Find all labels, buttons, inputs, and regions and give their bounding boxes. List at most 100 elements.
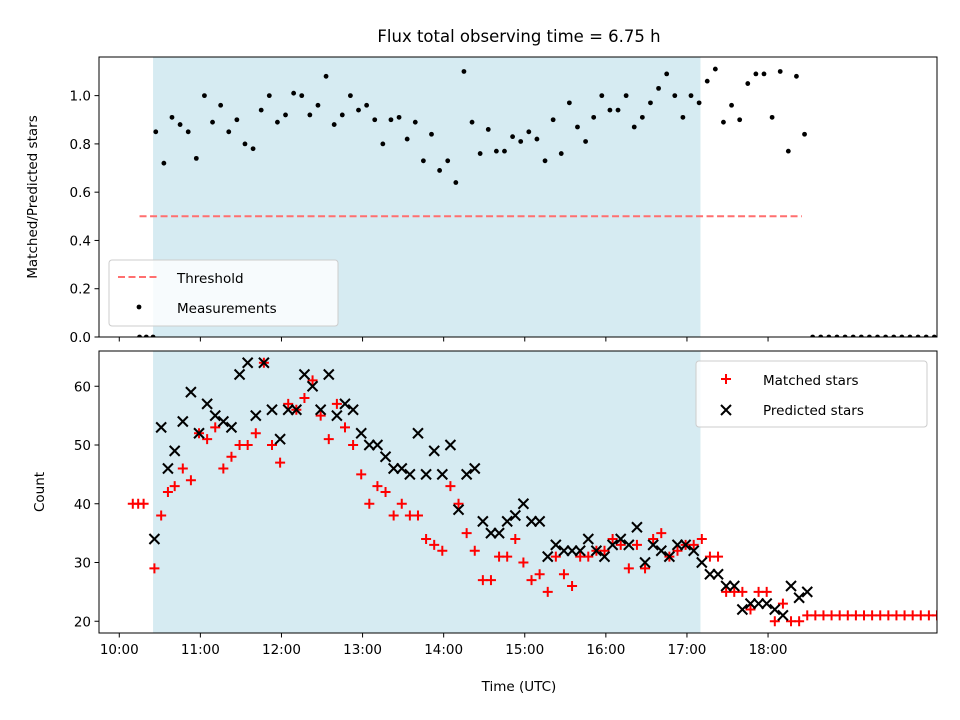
legend-threshold-label: Threshold (176, 271, 244, 287)
point-predicted-stars-22 (323, 368, 335, 381)
bottom-panel: Count Time (UTC) 20 30 40 50 60 10:00 11:00 12:… (32, 350, 938, 695)
point-matched-stars-41 (453, 498, 464, 509)
point-predicted-stars-4 (177, 415, 189, 428)
point-predicted-stars-25 (347, 404, 359, 416)
point-measurements-41 (461, 69, 467, 74)
point-matched-stars-54 (558, 569, 569, 580)
point-predicted-stars-65 (671, 539, 684, 551)
point-predicted-stars-72 (728, 580, 740, 592)
point-matched-stars-47 (502, 551, 513, 562)
point-predicted-stars-9 (217, 415, 230, 428)
point-predicted-stars-76 (760, 597, 773, 610)
top-y-axis-label: Matched/Predicted stars (25, 115, 41, 278)
point-predicted-stars-32 (404, 468, 416, 481)
point-matched-stars-26 (331, 398, 342, 409)
point-matched-stars-25 (323, 434, 334, 445)
point-measurements-52 (550, 117, 556, 123)
x-tick-label: 17:00 (667, 642, 706, 658)
point-measurements-57 (591, 114, 597, 120)
point-matched-stars-33 (388, 510, 399, 521)
panel-frame (98, 56, 938, 338)
point-predicted-stars-42 (485, 527, 497, 539)
point-matched-stars-29 (356, 469, 367, 480)
point-measurements-93 (883, 334, 889, 337)
point-measurements-37 (429, 131, 434, 137)
point-predicted-stars-10 (225, 421, 238, 434)
point-measurements-87 (834, 334, 840, 337)
point-predicted-stars-62 (647, 539, 659, 551)
point-predicted-stars-46 (517, 498, 530, 510)
y-tick-label: 30 (74, 556, 91, 572)
point-matched-stars-8 (185, 475, 196, 486)
point-predicted-stars-45 (509, 509, 522, 522)
x-tick-label: 18:00 (749, 642, 788, 658)
point-matched-stars-37 (421, 534, 432, 544)
point-matched-stars-3 (149, 563, 160, 574)
point-matched-stars-11 (210, 422, 221, 433)
point-matched-stars-40 (445, 481, 456, 492)
point-predicted-stars-59 (623, 539, 635, 551)
point-predicted-stars-34 (420, 468, 432, 481)
legend-predicted-label: Predicted stars (763, 403, 864, 419)
point-predicted-stars-60 (631, 521, 643, 533)
y-tick-label: 50 (74, 438, 91, 454)
point-measurements-28 (356, 107, 361, 113)
data-layer (127, 357, 937, 627)
point-measurements-55 (575, 124, 580, 130)
point-measurements-30 (372, 117, 378, 123)
point-matched-stars-45 (485, 575, 496, 586)
point-matched-stars-4 (156, 510, 167, 521)
point-predicted-stars-81 (801, 586, 813, 598)
point-predicted-stars-38 (452, 503, 465, 516)
point-predicted-stars-54 (582, 533, 594, 545)
point-measurements-8 (193, 155, 199, 161)
point-predicted-stars-77 (769, 603, 781, 616)
point-predicted-stars-15 (266, 404, 278, 416)
legend-measurements-label: Measurements (177, 301, 277, 317)
top-panel: Matched/Predicted stars 0.0 0.2 0.4 0.6 0.8 1… (25, 56, 938, 346)
point-measurements-22 (307, 112, 313, 118)
point-measurements-56 (583, 139, 588, 144)
point-measurements-95 (899, 334, 905, 337)
point-predicted-stars-8 (209, 409, 221, 422)
point-measurements-71 (704, 78, 710, 84)
point-measurements-51 (542, 158, 548, 164)
point-measurements-25 (331, 122, 337, 127)
point-predicted-stars-7 (201, 398, 213, 410)
point-measurements-74 (729, 102, 734, 108)
point-measurements-47 (510, 134, 515, 140)
point-matched-stars-77 (745, 604, 756, 615)
point-predicted-stars-73 (736, 603, 749, 616)
point-predicted-stars-5 (185, 386, 197, 398)
point-measurements-45 (493, 148, 499, 154)
point-matched-stars-16 (250, 428, 261, 439)
point-measurements-13 (234, 117, 240, 123)
point-measurements-64 (648, 100, 653, 106)
point-matched-stars-31 (372, 481, 383, 492)
point-matched-stars-49 (518, 557, 529, 568)
point-matched-stars-19 (275, 457, 286, 468)
x-tick-label: 12:00 (262, 642, 301, 658)
point-matched-stars-5 (162, 487, 173, 497)
point-measurements-59 (607, 107, 613, 113)
point-matched-stars-10 (202, 434, 213, 445)
point-measurements-78 (761, 71, 767, 77)
point-measurements-77 (753, 71, 759, 77)
point-predicted-stars-51 (558, 545, 570, 557)
point-matched-stars-50 (526, 575, 537, 586)
point-predicted-stars-31 (396, 462, 408, 475)
point-measurements-90 (858, 334, 864, 337)
point-predicted-stars-74 (744, 597, 757, 610)
legend-matched-label: Matched stars (763, 373, 859, 389)
point-measurements-34 (404, 136, 410, 142)
point-measurements-17 (266, 93, 272, 99)
point-measurements-48 (518, 139, 524, 144)
point-measurements-5 (169, 114, 175, 120)
point-measurements-96 (907, 334, 913, 337)
point-predicted-stars-39 (460, 468, 473, 481)
point-matched-stars-24 (315, 410, 326, 421)
point-measurements-6 (177, 122, 183, 127)
point-measurements-23 (315, 102, 321, 108)
point-predicted-stars-2 (162, 462, 174, 475)
point-measurements-19 (283, 112, 288, 118)
